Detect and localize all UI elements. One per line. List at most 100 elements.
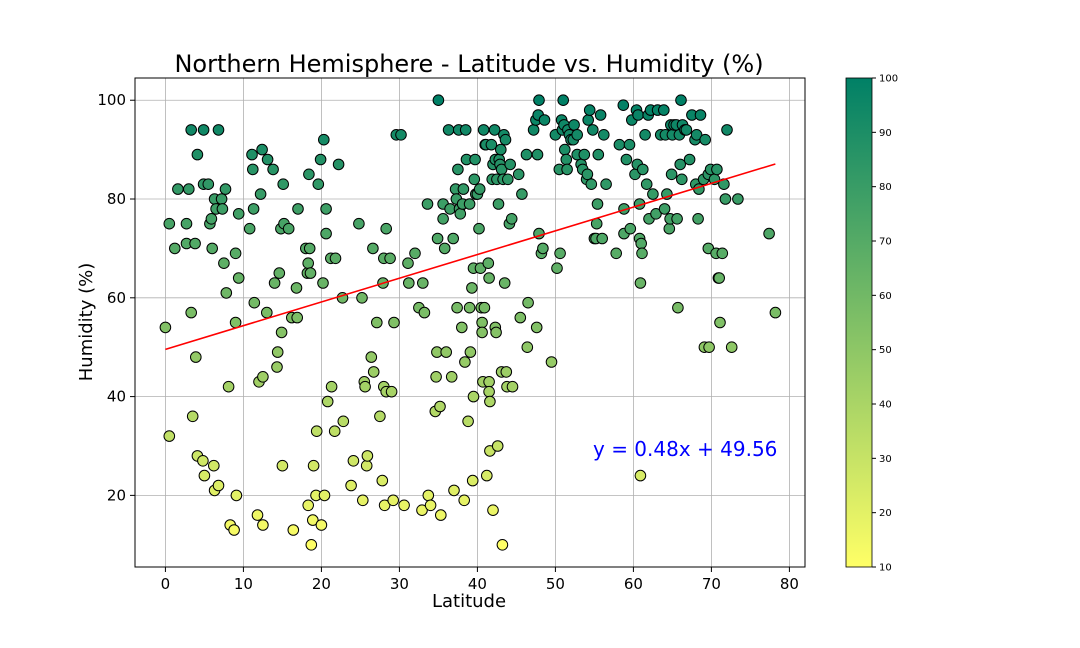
- scatter-point: [466, 282, 478, 294]
- scatter-point: [438, 242, 451, 255]
- scatter-point: [676, 173, 688, 186]
- x-tick-label: 70: [702, 575, 721, 593]
- scatter-point: [186, 410, 199, 423]
- scatter-point: [418, 306, 431, 319]
- scatter-point: [675, 94, 687, 106]
- colorbar-tick-label: 30: [879, 454, 892, 465]
- scatter-point: [229, 247, 242, 260]
- scatter-point: [636, 247, 648, 260]
- scatter-point: [447, 232, 460, 245]
- scatter-point: [183, 183, 195, 195]
- scatter-point: [495, 143, 507, 156]
- scatter-point: [320, 203, 332, 215]
- scatter-point: [409, 247, 421, 260]
- scatter-point: [451, 301, 463, 314]
- x-axis-ticks: 0 10 20 30 40 50 60 70 80: [161, 567, 799, 593]
- scatter-point: [610, 247, 623, 260]
- scatter-point: [220, 287, 233, 299]
- scatter-point: [522, 296, 534, 309]
- scatter-point: [571, 129, 584, 141]
- scatter-point: [716, 247, 729, 260]
- scatter-point: [212, 479, 225, 492]
- scatter-point: [376, 474, 389, 487]
- scatter-point: [169, 242, 181, 255]
- scatter-point: [699, 133, 712, 146]
- scatter-point: [671, 213, 683, 225]
- scatter-point: [315, 519, 328, 531]
- scatter-point: [312, 178, 325, 190]
- scatter-point: [463, 301, 476, 314]
- scatter-point: [505, 213, 518, 225]
- scatter-point: [232, 208, 245, 220]
- scatter-point: [457, 183, 470, 195]
- scatter-point: [680, 124, 693, 136]
- scatter-point: [329, 252, 342, 265]
- scatter-point: [594, 109, 607, 121]
- scatter-point: [477, 124, 490, 136]
- x-tick-label: 50: [546, 575, 565, 593]
- colorbar-tick-label: 90: [879, 128, 892, 139]
- scatter-point: [665, 168, 678, 181]
- scatter-point: [725, 341, 738, 354]
- scatter-point: [435, 509, 447, 521]
- y-tick-label: 40: [107, 388, 126, 406]
- scatter-point: [719, 193, 732, 205]
- scatter-point: [583, 104, 596, 116]
- scatter-point: [163, 217, 176, 230]
- scatter-point: [367, 366, 380, 378]
- regression-equation: y = 0.48x + 49.56: [593, 437, 777, 461]
- scatter-point: [483, 385, 495, 398]
- scatter-point: [466, 474, 479, 487]
- scatter-point: [325, 380, 338, 393]
- scatter-point: [763, 227, 775, 240]
- scatter-point: [432, 94, 445, 106]
- scatter-point: [320, 227, 332, 240]
- scatter-point: [437, 213, 449, 225]
- scatter-point: [476, 316, 488, 329]
- scatter-point: [256, 143, 268, 156]
- scatter-point: [321, 395, 334, 408]
- scatter-point: [568, 119, 580, 131]
- scatter-point: [302, 499, 315, 512]
- scatter-point: [554, 247, 566, 260]
- colorbar: 10 20 30 40 50 60 70 80 90 100: [845, 74, 898, 574]
- scatter-point: [545, 356, 558, 368]
- scatter-point: [356, 292, 368, 304]
- x-tick-label: 60: [624, 575, 643, 593]
- scatter-point: [557, 94, 570, 106]
- scatter-point: [703, 341, 715, 354]
- x-tick-label: 20: [312, 575, 331, 593]
- scatter-points: [159, 94, 782, 551]
- scatter-point: [191, 148, 204, 161]
- scatter-point: [216, 203, 229, 215]
- scatter-point: [215, 193, 228, 205]
- scatter-point: [537, 242, 549, 255]
- scatter-point: [218, 257, 230, 270]
- scatter-point: [271, 361, 283, 373]
- y-axis-label: Humidity (%): [76, 263, 97, 382]
- scatter-point: [268, 277, 281, 289]
- x-tick-label: 40: [468, 575, 487, 593]
- x-tick-label: 80: [780, 575, 799, 593]
- scatter-point: [672, 301, 684, 314]
- scatter-point: [498, 277, 511, 289]
- scatter-point: [251, 509, 264, 521]
- scatter-point: [318, 489, 331, 502]
- scatter-point: [442, 124, 455, 136]
- y-tick-label: 80: [107, 190, 126, 208]
- scatter-point: [374, 410, 386, 423]
- scatter-point: [637, 163, 649, 176]
- scatter-point: [257, 519, 269, 531]
- scatter-point: [303, 242, 316, 255]
- scatter-point: [163, 430, 176, 442]
- scatter-point: [208, 459, 220, 472]
- scatter-point: [445, 371, 458, 383]
- scatter-point: [317, 277, 329, 289]
- scatter-point: [481, 469, 493, 482]
- scatter-point: [490, 326, 502, 339]
- scatter-point: [683, 153, 696, 166]
- scatter-point: [388, 316, 400, 329]
- scatter-point: [499, 133, 512, 146]
- scatter-point: [456, 321, 468, 334]
- scatter-point: [360, 459, 373, 472]
